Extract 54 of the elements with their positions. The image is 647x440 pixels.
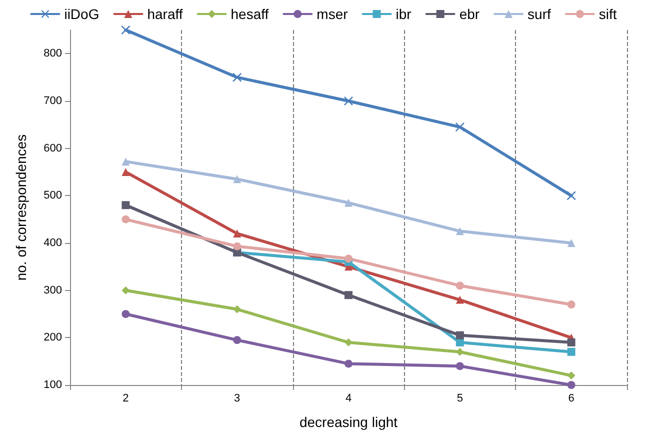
y-axis-title: no. of correspondences [13, 134, 29, 281]
y-tick-label: 200 [44, 332, 62, 344]
point [344, 254, 352, 263]
point [233, 242, 242, 250]
y-tick-label: 300 [44, 284, 62, 296]
legend-label: hesaff [230, 6, 269, 22]
y-tick-label: 600 [44, 142, 62, 154]
y-tick-label: 700 [44, 95, 62, 107]
point [344, 198, 352, 207]
legend-label: haraff [147, 6, 183, 22]
point [122, 286, 130, 294]
legend-label: ebr [459, 6, 480, 22]
point [567, 300, 576, 309]
point [567, 338, 576, 346]
point [567, 239, 576, 247]
point [456, 331, 464, 340]
y-tick-label: 100 [44, 379, 62, 391]
point [455, 122, 464, 132]
x-tick-label: 5 [456, 392, 463, 404]
legend-label: ibr [396, 6, 412, 22]
legend-label: surf [528, 6, 552, 22]
x-tick-label: 4 [345, 392, 352, 404]
point [233, 305, 242, 314]
legend-label: sift [598, 6, 617, 22]
point [122, 310, 130, 318]
point [456, 282, 464, 290]
point [567, 372, 576, 380]
point [122, 158, 130, 166]
point [566, 191, 576, 200]
point [122, 201, 130, 210]
legend-label: iiDoG [64, 6, 100, 22]
point [122, 168, 130, 176]
x-tick-label: 6 [568, 392, 574, 404]
point [232, 72, 242, 82]
point [344, 291, 352, 300]
x-tick-label: 3 [234, 392, 240, 404]
legend-label: mser [316, 6, 348, 22]
point [121, 26, 130, 34]
point [456, 362, 464, 370]
point [233, 336, 242, 344]
x-axis-title: decreasing light [299, 414, 398, 430]
point [233, 175, 242, 184]
point [344, 360, 352, 368]
point [567, 381, 576, 389]
point [233, 230, 242, 238]
point [344, 338, 352, 346]
x-tick-label: 2 [122, 392, 129, 404]
point [567, 348, 576, 356]
point [456, 296, 464, 304]
point [122, 215, 130, 224]
point [456, 227, 464, 236]
y-tick-label: 400 [44, 237, 62, 249]
y-tick-label: 800 [44, 48, 62, 60]
y-tick-label: 500 [44, 190, 62, 202]
